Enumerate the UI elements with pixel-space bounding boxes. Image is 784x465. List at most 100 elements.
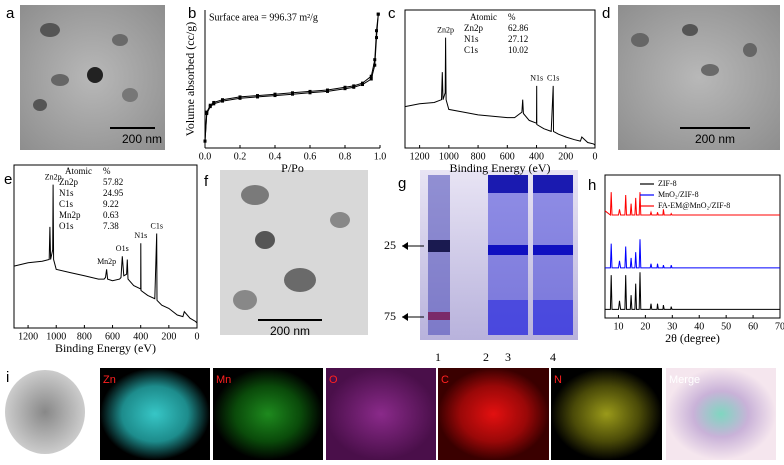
point xyxy=(326,88,329,92)
point xyxy=(205,110,209,114)
x-axis-title: P/Po xyxy=(281,161,304,175)
x-tick-label: 60 xyxy=(748,321,758,332)
point xyxy=(343,85,347,89)
x-tick-label: 1000 xyxy=(439,151,459,162)
inset-cell: O1s xyxy=(59,221,74,231)
x-tick-label: 800 xyxy=(471,151,486,162)
chart: 1200 1000 800 600 400 200 0 Binding Energy (eV)… xyxy=(404,9,598,175)
inset-cell: Mn2p xyxy=(59,210,81,220)
point xyxy=(256,94,259,98)
x-tick-label: 1200 xyxy=(18,331,38,342)
point xyxy=(238,95,242,99)
inset-cell: 7.38 xyxy=(103,221,119,231)
point xyxy=(375,29,378,33)
inset-header: % xyxy=(103,166,111,176)
tem-image-a xyxy=(20,5,165,150)
chart: 0.0 0.2 0.4 0.6 0.8 1.0 P/Po Volume absorbed (c… xyxy=(183,10,386,175)
map-label: O xyxy=(329,374,338,386)
plot-frame xyxy=(604,174,781,319)
gel-marker-label: 25 xyxy=(384,238,396,252)
map-label: N xyxy=(554,374,562,386)
x-tick-label: 20 xyxy=(640,321,650,332)
legend-label: FA-EM@MnO₂/ZIF-8 xyxy=(658,201,730,210)
x-tick-label: 40 xyxy=(694,321,704,332)
inset-cell: 62.86 xyxy=(508,23,529,33)
x-tick-label: 600 xyxy=(105,331,120,342)
inset-cell: 0.63 xyxy=(103,210,119,220)
inset-cell: C1s xyxy=(464,45,479,55)
inset-cell: 27.12 xyxy=(508,34,528,44)
point xyxy=(361,81,364,85)
series-line xyxy=(13,184,198,324)
inset-cell: 24.95 xyxy=(103,188,124,198)
peak-label: Zn2p xyxy=(437,25,454,34)
gel-lane-label: 4 xyxy=(550,350,556,364)
gel-lane-label: 3 xyxy=(505,350,511,364)
inset-cell: Zn2p xyxy=(59,177,78,187)
x-tick-label: 600 xyxy=(500,151,515,162)
x-tick-label: 50 xyxy=(721,321,731,332)
scale-bar-label: 200 nm xyxy=(122,132,162,146)
plot-frame xyxy=(13,164,198,329)
gel-marker-label: 75 xyxy=(384,309,396,323)
inset-header: Atomic xyxy=(65,166,92,176)
legend-label: MnO₂/ZIF-8 xyxy=(658,190,699,199)
panel-label: b xyxy=(188,5,196,22)
x-tick-label: 0.8 xyxy=(339,151,352,162)
x-tick-label: 1200 xyxy=(410,151,430,162)
x-tick-label: 200 xyxy=(558,151,573,162)
series-line xyxy=(604,192,780,216)
point xyxy=(308,89,312,93)
x-tick-label: 0.6 xyxy=(304,151,317,162)
plot-frame xyxy=(404,9,596,149)
panel-label: a xyxy=(6,5,15,22)
x-tick-label: 400 xyxy=(133,331,148,342)
map-label: Mn xyxy=(216,374,231,386)
inset-cell: 57.82 xyxy=(103,177,123,187)
peak-label: N1s xyxy=(134,231,147,240)
y-axis-title: Volume absorbed (cc/g) xyxy=(183,22,197,136)
x-tick-label: 400 xyxy=(529,151,544,162)
tem-image-d xyxy=(618,5,780,150)
peak-label: Zn2p xyxy=(45,172,62,181)
point xyxy=(291,91,294,95)
point xyxy=(373,63,377,67)
inset-cell: N1s xyxy=(59,188,74,198)
x-tick-label: 70 xyxy=(775,321,784,332)
series-line xyxy=(605,239,780,269)
panel-label: h xyxy=(588,177,596,194)
legend-label: ZIF-8 xyxy=(658,179,677,188)
peak-label: O1s xyxy=(116,244,129,253)
x-tick-label: 800 xyxy=(77,331,92,342)
inset-header: % xyxy=(508,12,516,22)
x-tick-label: 0.0 xyxy=(199,151,212,162)
x-axis-title: 2θ (degree) xyxy=(665,331,720,345)
gel-lane-label: 2 xyxy=(483,350,489,364)
x-tick-label: 0.2 xyxy=(234,151,247,162)
inset-cell: 10.02 xyxy=(508,45,528,55)
x-tick-label: 200 xyxy=(161,331,176,342)
point xyxy=(203,139,207,143)
x-tick-label: 30 xyxy=(667,321,677,332)
point xyxy=(221,98,224,102)
point xyxy=(273,92,277,96)
inset-cell: C1s xyxy=(59,199,74,209)
series-line xyxy=(605,272,780,310)
gel-lane-label: 1 xyxy=(435,350,441,364)
x-tick-label: 1000 xyxy=(46,331,66,342)
point xyxy=(212,100,216,104)
gel-image xyxy=(402,170,578,340)
map-label: C xyxy=(441,374,449,386)
tem-image-f xyxy=(220,170,368,335)
point xyxy=(369,74,373,78)
point xyxy=(369,77,373,81)
panel-label: d xyxy=(602,5,610,22)
series-line xyxy=(204,14,379,142)
annotation: Surface area = 996.37 m²/g xyxy=(209,12,318,23)
x-axis-title: Binding Energy (eV) xyxy=(449,161,550,175)
inset-cell: Zn2p xyxy=(464,23,483,33)
scale-bar-label: 200 nm xyxy=(695,132,735,146)
x-tick-label: 10 xyxy=(613,321,623,332)
map-label: Merge xyxy=(669,374,700,386)
chart: 10 20 30 40 50 60 70 2θ (degree) ZIF-8 MnO₂/ZIF-8… xyxy=(604,174,784,345)
